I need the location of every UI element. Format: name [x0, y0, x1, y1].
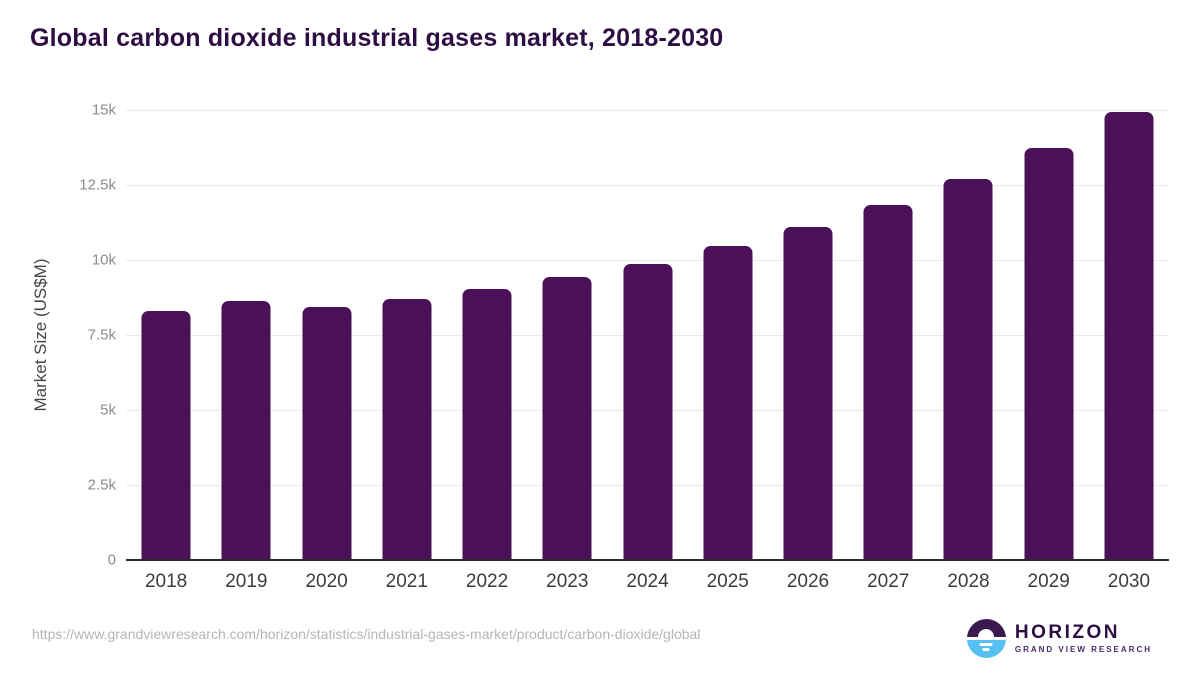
bar-2019 [221, 301, 271, 560]
logo-reflection-line-2 [982, 648, 990, 651]
bar-2028 [943, 179, 993, 560]
bar-2023 [542, 277, 592, 560]
bar-2025 [703, 245, 753, 560]
bar-slot-2018: 2018 [126, 110, 206, 592]
x-tick-label-2030: 2030 [1107, 571, 1151, 592]
bar-slot-2030: 2030 [1089, 110, 1169, 592]
bar-slot-2022: 2022 [447, 110, 527, 592]
bar-2021 [382, 299, 432, 560]
x-tick-label-2022: 2022 [465, 571, 509, 592]
y-tick-label-10k: 10k [91, 251, 116, 269]
x-tick-label-2018: 2018 [144, 571, 188, 592]
x-tick-label-2029: 2029 [1027, 571, 1070, 592]
bar-2027 [863, 205, 913, 560]
logo-sub-brand: GRAND VIEW RESEARCH [1014, 645, 1152, 654]
bar-2022 [462, 289, 512, 560]
x-tick-label-2028: 2028 [947, 571, 990, 592]
horizon-logo-text: HORIZON GRAND VIEW RESEARCH [1014, 622, 1152, 655]
x-tick-label-2020: 2020 [305, 571, 348, 592]
bar-slot-2020: 2020 [286, 110, 366, 592]
bar-slot-2019: 2019 [206, 110, 286, 592]
logo-sun-shape [978, 629, 995, 637]
y-tick-label-0: 0 [107, 551, 116, 569]
gridline-15k [126, 109, 1169, 111]
x-axis-line [126, 559, 1169, 561]
x-tick-label-2025: 2025 [706, 571, 749, 592]
y-tick-label-12.5k: 12.5k [79, 176, 116, 194]
bar-slot-2025: 2025 [688, 110, 768, 592]
bar-slot-2027: 2027 [848, 110, 928, 592]
bar-2029 [1024, 148, 1074, 560]
bar-slot-2024: 2024 [607, 110, 687, 592]
logo-brand-name: HORIZON [1014, 622, 1120, 643]
x-tick-label-2019: 2019 [225, 571, 268, 592]
source-url: https://www.grandviewresearch.com/horizo… [32, 626, 701, 642]
bar-2030 [1104, 111, 1154, 560]
bar-2020 [302, 306, 352, 560]
x-tick-label-2024: 2024 [626, 571, 669, 592]
gridline-12.5k [126, 184, 1169, 186]
logo-reflection-line-1 [979, 643, 993, 646]
bar-chart-plot-area: 0 2.5k 5k 7.5k 10k 12.5k 15k 2018 2019 2020 2021 20… [79, 102, 1169, 592]
bar-2018 [141, 311, 191, 560]
y-axis-title-text: Market Size (US$M) [31, 258, 50, 412]
x-tick-label-2021: 2021 [385, 571, 428, 592]
bar-slot-2023: 2023 [527, 110, 607, 592]
gridline-10k [126, 259, 1169, 261]
x-tick-label-2026: 2026 [786, 571, 830, 592]
y-tick-label-7.5k: 7.5k [87, 326, 116, 344]
horizon-logo-icon [966, 619, 1006, 658]
x-tick-label-2023: 2023 [546, 571, 589, 592]
bar-slot-2026: 2026 [768, 110, 848, 592]
y-tick-label-5k: 5k [100, 401, 116, 419]
y-tick-label-2.5k: 2.5k [87, 476, 116, 494]
bar-2026 [783, 227, 833, 560]
horizon-logo: HORIZON GRAND VIEW RESEARCH [966, 619, 1152, 658]
bar-slot-2028: 2028 [928, 110, 1008, 592]
logo-horizon-line [966, 637, 1006, 640]
bar-slot-2029: 2029 [1009, 110, 1089, 592]
bar-slot-2021: 2021 [367, 110, 447, 592]
bars-container: 2018 2019 2020 2021 2022 2023 2024 2025 2026 2027… [126, 110, 1169, 592]
chart-title: Global carbon dioxide industrial gases m… [30, 24, 724, 52]
y-tick-label-15k: 15k [91, 101, 116, 119]
x-tick-label-2027: 2027 [867, 571, 910, 592]
bar-2024 [623, 263, 673, 560]
